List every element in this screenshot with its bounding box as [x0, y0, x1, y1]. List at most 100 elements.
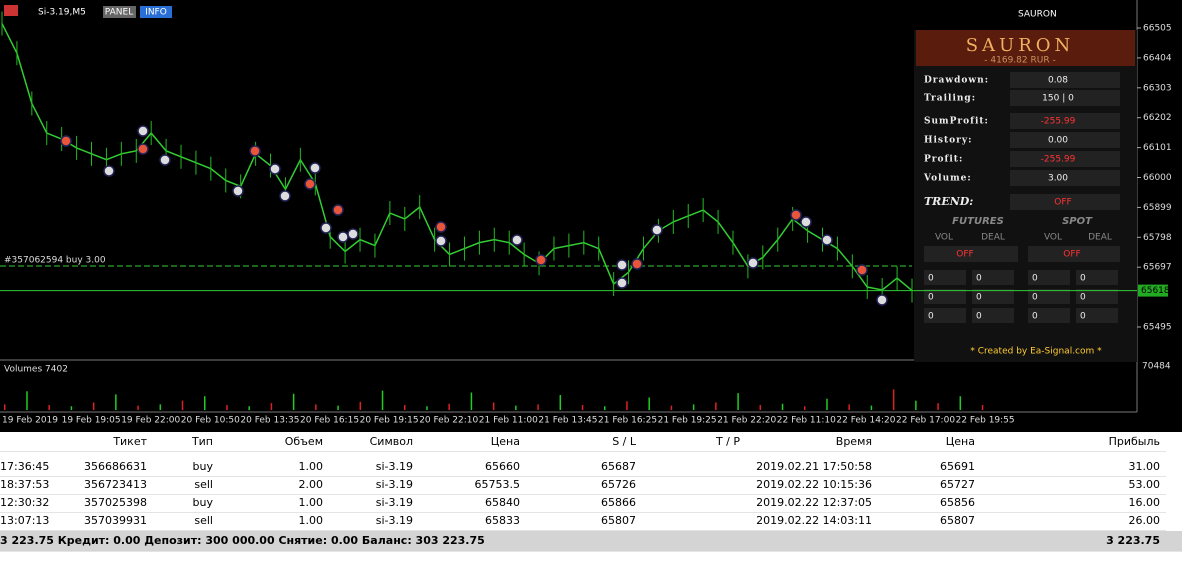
- price-line: [1, 23, 913, 292]
- panel-text: OFF: [1054, 198, 1071, 208]
- trade-marker: [535, 254, 547, 266]
- info-button-label[interactable]: INFO: [145, 8, 167, 18]
- trade-marker: [332, 204, 344, 216]
- panel-cell: [924, 270, 966, 285]
- panel-text: 150 | 0: [1042, 94, 1074, 104]
- cell: 53.00: [1128, 478, 1161, 491]
- cell: 1.00: [298, 460, 324, 473]
- panel-text: FUTURES: [952, 216, 1004, 227]
- volume-bar: [4, 404, 6, 410]
- panel-button-label[interactable]: PANEL: [105, 8, 133, 18]
- trade-row: 18:37:53 356723413 sell 2.00 si-3.19 65753.5 6…: [0, 475, 1166, 495]
- cell: 2.00: [298, 478, 324, 491]
- volume-bar: [92, 402, 95, 410]
- cell: 26.00: [1128, 514, 1161, 527]
- panel-text: 0: [1080, 293, 1086, 303]
- cell: 65687: [601, 460, 636, 473]
- trade-marker: [304, 178, 316, 190]
- cell: 357039931: [84, 514, 147, 527]
- volume-bar: [137, 405, 139, 410]
- header-cell: Цена: [945, 435, 975, 448]
- volume-bar: [448, 403, 450, 410]
- panel-cell: [972, 308, 1014, 323]
- current-price-box: [1138, 284, 1168, 297]
- time-label: 22 Feb 14:20: [836, 416, 895, 426]
- time-label: 19 Feb 2019: [2, 416, 58, 426]
- volume-bar: [381, 390, 384, 410]
- chart: Si-3.19,M5 PANEL INFO SAURON #357062594 …: [0, 0, 1182, 432]
- panel-cell: [1028, 289, 1070, 304]
- cell: 65726: [601, 478, 636, 491]
- panel-text: SumProfit:: [924, 117, 989, 127]
- cell: si-3.19: [375, 496, 413, 509]
- cell: 356686631: [84, 460, 147, 473]
- time-label: 21 Feb 16:25: [598, 416, 657, 426]
- cell: 357025398: [84, 496, 147, 509]
- info-button[interactable]: [140, 6, 172, 18]
- time-label: 22 Feb 11:10: [777, 416, 836, 426]
- table-header: Тикет Тип Объем Символ Цена S / L T / P Время Це…: [0, 432, 1166, 452]
- panel-text: 0: [1032, 293, 1038, 303]
- volume-bar: [737, 393, 739, 410]
- cell: 12:30:32: [0, 496, 50, 509]
- volume-bar: [159, 404, 162, 410]
- panel-cell: [1010, 151, 1120, 167]
- volume-label: Volumes 7402: [4, 365, 68, 375]
- volume-bar: [315, 404, 317, 410]
- panel-text: SPOT: [1062, 216, 1093, 227]
- trade-marker: [249, 145, 261, 157]
- ea-name: SAURON: [1018, 10, 1057, 20]
- time-label: 21 Feb 13:45: [538, 416, 597, 426]
- price-tick-label: 66000: [1143, 173, 1172, 183]
- volume-bar: [648, 397, 650, 410]
- panel-cell: [1076, 270, 1118, 285]
- cell: 2019.02.22 14:03:11: [756, 514, 872, 527]
- volume-max: 70484: [1142, 362, 1171, 372]
- volume-bar: [826, 398, 828, 410]
- volume-bar: [604, 406, 606, 410]
- summary-total: 3 223.75: [1106, 534, 1160, 547]
- time-label: 20 Feb 22:10: [419, 416, 478, 426]
- volume-bar: [581, 405, 584, 410]
- time-label: 21 Feb 19:25: [658, 416, 717, 426]
- panel-balance: - 4169.82 RUR -: [984, 56, 1055, 66]
- cell: 65856: [940, 496, 975, 509]
- volume-bar: [626, 401, 628, 410]
- panel-text: VOL: [1044, 233, 1062, 243]
- time-label: 19 Feb 22:00: [121, 416, 180, 426]
- trade-marker: [747, 257, 759, 269]
- trade-marker: [309, 162, 321, 174]
- volume-bar: [404, 405, 406, 410]
- volume-bar: [204, 396, 206, 410]
- time-label: 20 Feb 13:35: [240, 416, 299, 426]
- volume-bar: [870, 405, 873, 410]
- panel-text: Trailing:: [924, 94, 976, 104]
- trade-marker: [800, 216, 812, 228]
- trade-marker: [876, 294, 888, 306]
- trade-marker: [616, 277, 628, 289]
- time-label: 21 Feb 11:00: [479, 416, 538, 426]
- flag-icon: [4, 5, 18, 16]
- volume-bar: [470, 392, 473, 410]
- time-label: 20 Feb 16:15: [300, 416, 359, 426]
- cell: si-3.19: [375, 460, 413, 473]
- price-tick-label: 66202: [1143, 113, 1172, 123]
- time-label: 22 Feb 19:55: [956, 416, 1015, 426]
- panel-cell: [1010, 132, 1120, 148]
- volume-bar: [515, 405, 517, 410]
- price-tick-label: 66303: [1143, 83, 1172, 93]
- header-cell: Прибыль: [1108, 435, 1160, 448]
- cell: si-3.19: [375, 514, 413, 527]
- panel-text: 0: [928, 293, 934, 303]
- cell: 65833: [485, 514, 520, 527]
- panel-text: 0: [976, 274, 982, 284]
- cell: 2019.02.21 17:50:58: [756, 460, 872, 473]
- cell: 1.00: [298, 496, 324, 509]
- cell: 65727: [940, 478, 975, 491]
- trade-marker: [435, 235, 447, 247]
- price-tick-label: 65697: [1143, 263, 1172, 273]
- panel-cell: [924, 308, 966, 323]
- panel-button[interactable]: [103, 6, 136, 18]
- volume-bar: [537, 404, 539, 410]
- volume-bar: [915, 400, 917, 410]
